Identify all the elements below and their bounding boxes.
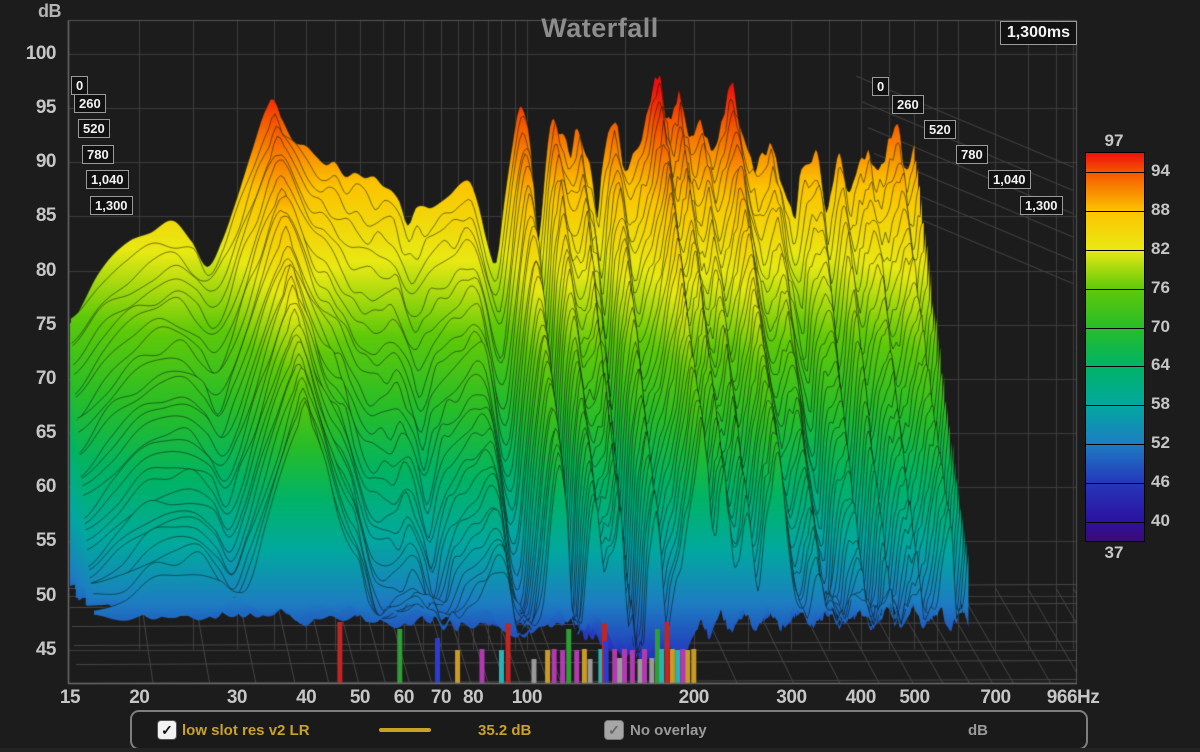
colorbar-label-58: 58: [1151, 394, 1170, 414]
time-slice-label-right-3: 780: [956, 145, 988, 164]
freq-tick-500: 500: [899, 687, 930, 708]
check-icon: ✓: [161, 721, 173, 738]
db-tick-95: 95: [35, 97, 57, 119]
check-icon: ✓: [608, 721, 620, 738]
time-slice-label-right-2: 520: [924, 120, 956, 139]
cursor-db-value: 35.2 dB: [478, 721, 532, 739]
time-slice-label-right-4: 1,040: [988, 170, 1031, 189]
colorbar-label-94: 94: [1151, 161, 1170, 181]
freq-tick-50: 50: [349, 687, 371, 708]
cursor-value-item: 35.2 dB: [478, 712, 531, 748]
colorbar-min-label: 37: [1104, 543, 1124, 562]
measurement-label-item[interactable]: low slot res v2 LR: [182, 712, 310, 748]
chart-title: Waterfall: [541, 13, 659, 43]
colorbar-label-40: 40: [1151, 510, 1170, 530]
colorbar-separator: [1086, 172, 1144, 174]
db-tick-75: 75: [35, 313, 57, 335]
db-tick-80: 80: [35, 259, 57, 281]
freq-tick-30: 30: [226, 687, 248, 708]
db-tick-55: 55: [35, 530, 57, 552]
colorbar-label-46: 46: [1151, 471, 1170, 491]
colorbar-label-88: 88: [1151, 200, 1170, 220]
colorbar-separator: [1086, 444, 1144, 445]
measurement-checkbox-item: ✓: [157, 712, 177, 748]
db-axis-title: dB: [38, 1, 62, 21]
colorbar-separator: [1086, 327, 1144, 329]
time-slice-label-right-0: 0: [872, 77, 890, 96]
colorbar-separator: [1086, 482, 1144, 484]
time-slice-label-left-3: 780: [82, 145, 114, 164]
db-tick-100: 100: [25, 43, 57, 64]
freq-tick-966: 966Hz: [1046, 687, 1100, 708]
time-slice-label-left-5: 1,300: [90, 196, 133, 215]
freq-tick-70: 70: [430, 687, 452, 708]
time-slice-label-right-5: 1,300: [1020, 196, 1063, 215]
trace-swatch-item: [379, 712, 431, 748]
trace-color-swatch: [379, 728, 431, 732]
colorbar-separator: [1086, 250, 1144, 251]
colorbar-label-64: 64: [1151, 355, 1170, 375]
freq-tick-300: 300: [776, 687, 807, 708]
window-bottom-strip: [0, 748, 1200, 752]
time-slice-label-left-2: 520: [78, 119, 110, 138]
db-tick-45: 45: [35, 638, 57, 660]
freq-tick-20: 20: [129, 687, 150, 708]
overlay-checkbox[interactable]: ✓: [604, 720, 624, 740]
colorbar-separator: [1086, 211, 1144, 213]
legend-bar: ✓ low slot res v2 LR 35.2 dB ✓ No overla…: [130, 710, 1088, 750]
freq-tick-80: 80: [463, 687, 484, 708]
db-unit-label: dB: [968, 721, 988, 739]
colorbar-separator: [1086, 405, 1144, 407]
time-slice-label-left-4: 1,040: [86, 170, 129, 189]
colorbar-max-label: 97: [1104, 131, 1124, 150]
time-slice-label-left-0: 0: [71, 76, 89, 95]
measurement-checkbox[interactable]: ✓: [157, 720, 177, 740]
freq-tick-60: 60: [393, 687, 415, 708]
colorbar-separator: [1086, 366, 1144, 368]
time-slice-label-right-1: 260: [892, 95, 924, 114]
freq-tick-15: 15: [59, 687, 81, 708]
unit-label-item: dB: [968, 712, 988, 748]
db-tick-65: 65: [35, 422, 57, 444]
measurement-label: low slot res v2 LR: [182, 721, 310, 739]
colorbar-label-76: 76: [1151, 277, 1170, 297]
colorbar: [1085, 152, 1145, 542]
db-tick-60: 60: [35, 476, 57, 498]
freq-tick-700: 700: [980, 687, 1011, 708]
overlay-label-item: No overlay: [630, 712, 707, 748]
freq-tick-100: 100: [511, 687, 543, 708]
time-slice-label-left-1: 260: [74, 94, 106, 113]
colorbar-separator: [1086, 288, 1144, 290]
overlay-checkbox-item: ✓: [604, 712, 624, 748]
colorbar-label-52: 52: [1151, 433, 1170, 452]
db-tick-90: 90: [35, 151, 57, 173]
freq-tick-400: 400: [845, 687, 877, 708]
time-window-badge: 1,300ms: [999, 21, 1077, 45]
freq-tick-40: 40: [296, 687, 317, 708]
db-tick-85: 85: [35, 205, 57, 227]
db-tick-70: 70: [35, 367, 57, 389]
colorbar-label-82: 82: [1151, 239, 1170, 258]
db-tick-50: 50: [35, 584, 57, 606]
colorbar-separator: [1086, 521, 1144, 523]
colorbar-label-70: 70: [1151, 316, 1170, 336]
overlay-label: No overlay: [630, 721, 707, 739]
freq-tick-200: 200: [678, 687, 710, 708]
